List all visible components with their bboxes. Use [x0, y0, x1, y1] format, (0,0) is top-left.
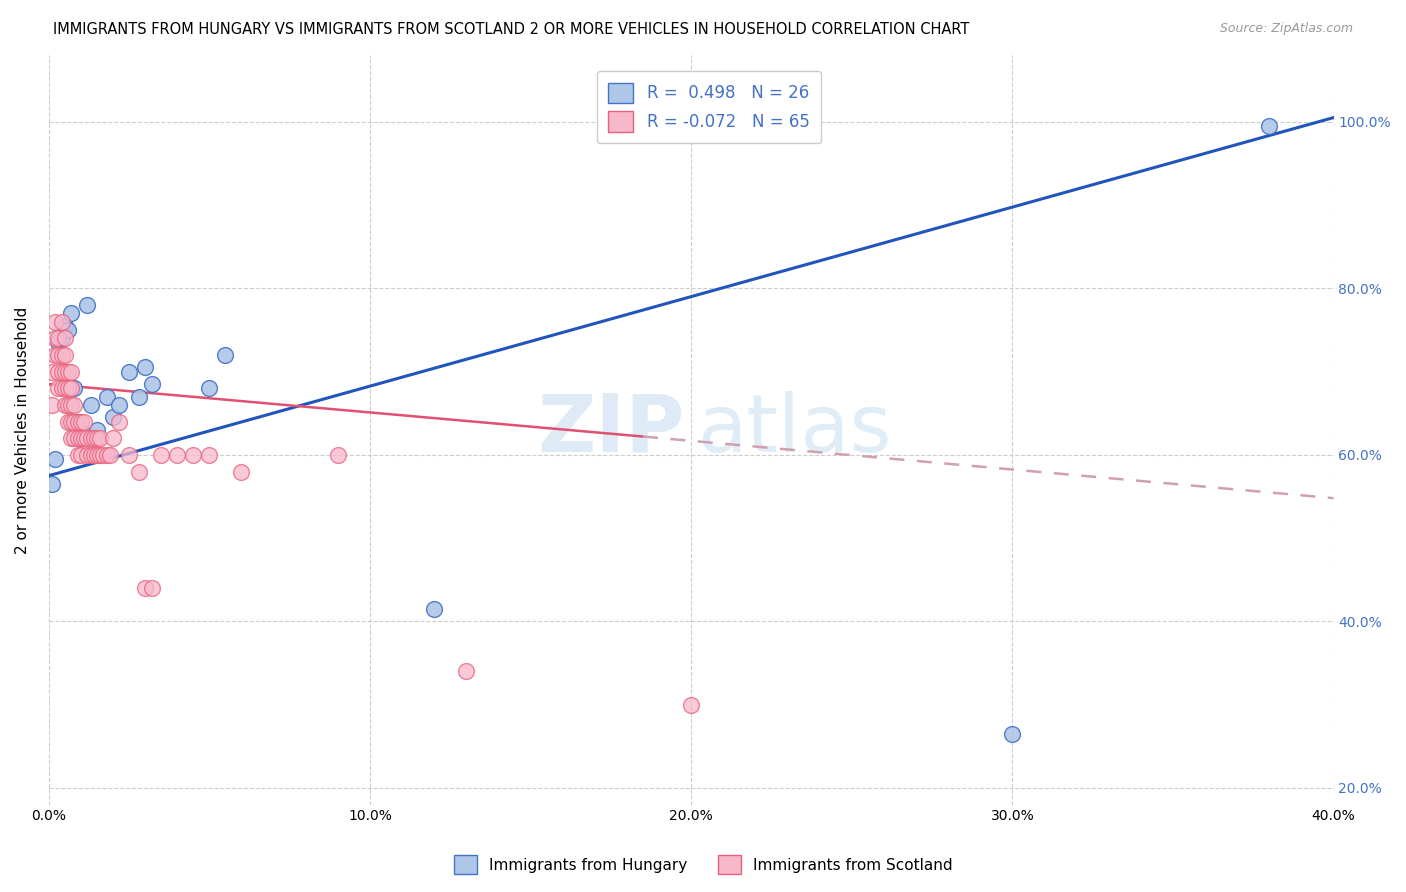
Point — [70, 431, 93, 445]
Point — [198, 381, 221, 395]
Point — [48, 335, 70, 350]
Point — [83, 448, 105, 462]
Point — [101, 431, 124, 445]
Point — [51, 381, 73, 395]
Point — [63, 431, 86, 445]
Point — [56, 323, 79, 337]
Point — [198, 448, 221, 462]
Point — [89, 448, 111, 462]
Point — [48, 365, 70, 379]
Point — [79, 448, 101, 462]
Point — [76, 448, 98, 462]
Point — [53, 331, 76, 345]
Point — [214, 348, 236, 362]
Point — [423, 602, 446, 616]
Point — [41, 398, 63, 412]
Point — [60, 431, 83, 445]
Point — [63, 398, 86, 412]
Point — [73, 431, 96, 445]
Point — [231, 465, 253, 479]
Point — [60, 398, 83, 412]
Point — [681, 698, 703, 712]
Point — [141, 377, 163, 392]
Point — [53, 398, 76, 412]
Point — [1001, 727, 1024, 741]
Point — [44, 452, 66, 467]
Point — [456, 665, 478, 679]
Point — [44, 348, 66, 362]
Point — [150, 448, 173, 462]
Point — [134, 360, 156, 375]
Point — [48, 331, 70, 345]
Point — [53, 318, 76, 333]
Point — [70, 448, 93, 462]
Point — [66, 415, 89, 429]
Point — [1258, 119, 1281, 133]
Legend: R =  0.498   N = 26, R = -0.072   N = 65: R = 0.498 N = 26, R = -0.072 N = 65 — [596, 71, 821, 144]
Point — [73, 415, 96, 429]
Point — [60, 306, 83, 320]
Point — [56, 415, 79, 429]
Point — [89, 431, 111, 445]
Point — [93, 448, 115, 462]
Point — [48, 348, 70, 362]
Point — [141, 581, 163, 595]
Point — [96, 448, 118, 462]
Point — [60, 381, 83, 395]
Point — [128, 390, 150, 404]
Text: IMMIGRANTS FROM HUNGARY VS IMMIGRANTS FROM SCOTLAND 2 OR MORE VEHICLES IN HOUSEH: IMMIGRANTS FROM HUNGARY VS IMMIGRANTS FR… — [53, 22, 970, 37]
Point — [44, 315, 66, 329]
Point — [79, 431, 101, 445]
Point — [86, 431, 108, 445]
Point — [44, 331, 66, 345]
Point — [326, 448, 349, 462]
Point — [98, 448, 121, 462]
Point — [73, 427, 96, 442]
Point — [66, 415, 89, 429]
Point — [128, 465, 150, 479]
Point — [76, 431, 98, 445]
Point — [60, 365, 83, 379]
Point — [63, 381, 86, 395]
Point — [108, 398, 131, 412]
Point — [83, 431, 105, 445]
Point — [41, 477, 63, 491]
Point — [48, 381, 70, 395]
Point — [41, 365, 63, 379]
Text: ZIP: ZIP — [537, 391, 685, 469]
Point — [51, 365, 73, 379]
Point — [60, 415, 83, 429]
Point — [53, 381, 76, 395]
Text: Source: ZipAtlas.com: Source: ZipAtlas.com — [1219, 22, 1353, 36]
Point — [56, 381, 79, 395]
Point — [181, 448, 204, 462]
Point — [53, 348, 76, 362]
Point — [166, 448, 188, 462]
Point — [134, 581, 156, 595]
Point — [51, 315, 73, 329]
Point — [66, 431, 89, 445]
Y-axis label: 2 or more Vehicles in Household: 2 or more Vehicles in Household — [15, 306, 30, 554]
Point — [76, 298, 98, 312]
Point — [56, 398, 79, 412]
Point — [66, 448, 89, 462]
Point — [51, 348, 73, 362]
Point — [56, 365, 79, 379]
Point — [63, 415, 86, 429]
Point — [70, 415, 93, 429]
Point — [51, 331, 73, 345]
Point — [53, 365, 76, 379]
Point — [118, 448, 141, 462]
Point — [96, 390, 118, 404]
Point — [79, 398, 101, 412]
Point — [86, 448, 108, 462]
Point — [108, 415, 131, 429]
Legend: Immigrants from Hungary, Immigrants from Scotland: Immigrants from Hungary, Immigrants from… — [447, 849, 959, 880]
Point — [86, 423, 108, 437]
Text: atlas: atlas — [697, 391, 891, 469]
Point — [101, 410, 124, 425]
Point — [70, 431, 93, 445]
Point — [118, 365, 141, 379]
